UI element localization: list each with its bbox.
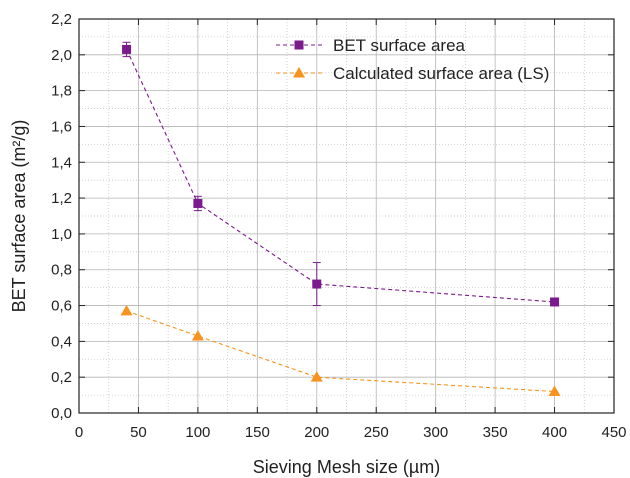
y-tick-label: 0,6 — [51, 298, 72, 315]
data-point — [310, 371, 323, 382]
x-tick-label: 0 — [75, 424, 83, 441]
y-tick-label: 1,8 — [51, 83, 72, 100]
series-1 — [120, 304, 561, 397]
y-tick-label: 0,2 — [51, 369, 72, 386]
legend-marker-bet — [294, 40, 304, 50]
data-point — [120, 304, 133, 316]
y-tick-label: 1,4 — [51, 154, 72, 171]
y-axis-title: BET surface area (m²/g) — [9, 120, 29, 313]
plot-frame — [78, 18, 615, 414]
axis-ticks — [78, 18, 615, 414]
minor-grid — [79, 19, 614, 413]
y-tick-label: 0,0 — [51, 405, 72, 422]
legend-marker-calculated — [293, 67, 305, 78]
series-layer — [120, 41, 561, 397]
x-tick-label: 50 — [130, 424, 147, 441]
legend-label-calculated: Calculated surface area (LS) — [333, 64, 549, 83]
series-0 — [122, 41, 560, 307]
legend-label-bet: BET surface area — [333, 36, 466, 55]
x-axis-title: Sieving Mesh size (µm) — [253, 457, 440, 477]
x-tick-labels: 0 50 100 150 200 250 300 350 400 450 — [75, 424, 627, 441]
y-tick-label: 0,4 — [51, 333, 72, 350]
y-tick-label: 1,2 — [51, 190, 72, 207]
y-tick-labels: 0,0 0,2 0,4 0,6 0,8 1,0 1,2 1,4 1,6 1,8 2,0 2,2 — [51, 11, 72, 422]
x-tick-label: 450 — [601, 424, 626, 441]
series-line — [126, 49, 555, 303]
x-tick-label: 250 — [364, 424, 389, 441]
data-point — [548, 385, 561, 397]
x-tick-label: 350 — [483, 424, 508, 441]
y-tick-label: 2,2 — [51, 11, 72, 28]
legend: BET surface area Calculated surface area… — [276, 36, 549, 83]
y-tick-label: 1,6 — [51, 118, 72, 135]
y-tick-label: 1,0 — [51, 226, 72, 243]
series-line — [126, 310, 555, 393]
data-point — [550, 297, 560, 307]
y-tick-label: 2,0 — [51, 47, 72, 64]
data-point — [122, 44, 132, 54]
x-tick-label: 300 — [423, 424, 448, 441]
data-point — [191, 329, 204, 341]
x-tick-label: 150 — [245, 424, 270, 441]
data-point — [312, 279, 322, 289]
y-tick-label: 0,8 — [51, 262, 72, 279]
x-tick-label: 100 — [185, 424, 210, 441]
data-point — [193, 198, 203, 208]
x-tick-label: 400 — [542, 424, 567, 441]
x-tick-label: 200 — [304, 424, 329, 441]
